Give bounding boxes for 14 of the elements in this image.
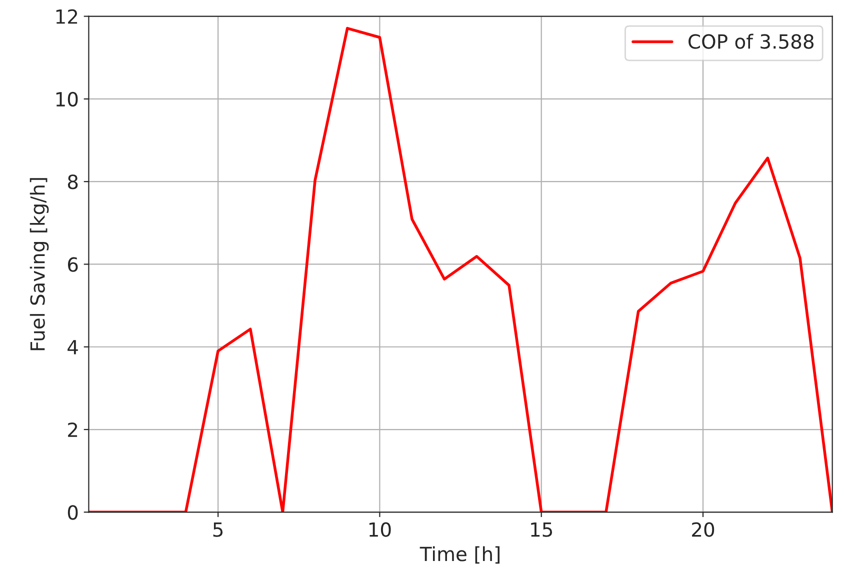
x-tick-label: 15: [531, 522, 552, 537]
x-tick-label: 20: [692, 522, 714, 537]
y-tick-label: 0: [68, 505, 78, 520]
x-axis-title: Time [h]: [420, 546, 500, 564]
y-tick-label: 4: [68, 340, 78, 354]
legend-label: COP of 3.588: [688, 34, 814, 49]
y-tick-label: 6: [68, 257, 78, 272]
x-tick-label: 10: [369, 522, 391, 537]
y-axis-title: Fuel Saving [kg/h]: [30, 178, 49, 350]
y-tick-label: 8: [68, 174, 78, 190]
y-tick-label: 2: [68, 422, 78, 437]
y-tick-label: 12: [56, 9, 78, 24]
x-tick-label: 5: [213, 522, 223, 537]
y-tick-label: 10: [56, 92, 78, 107]
